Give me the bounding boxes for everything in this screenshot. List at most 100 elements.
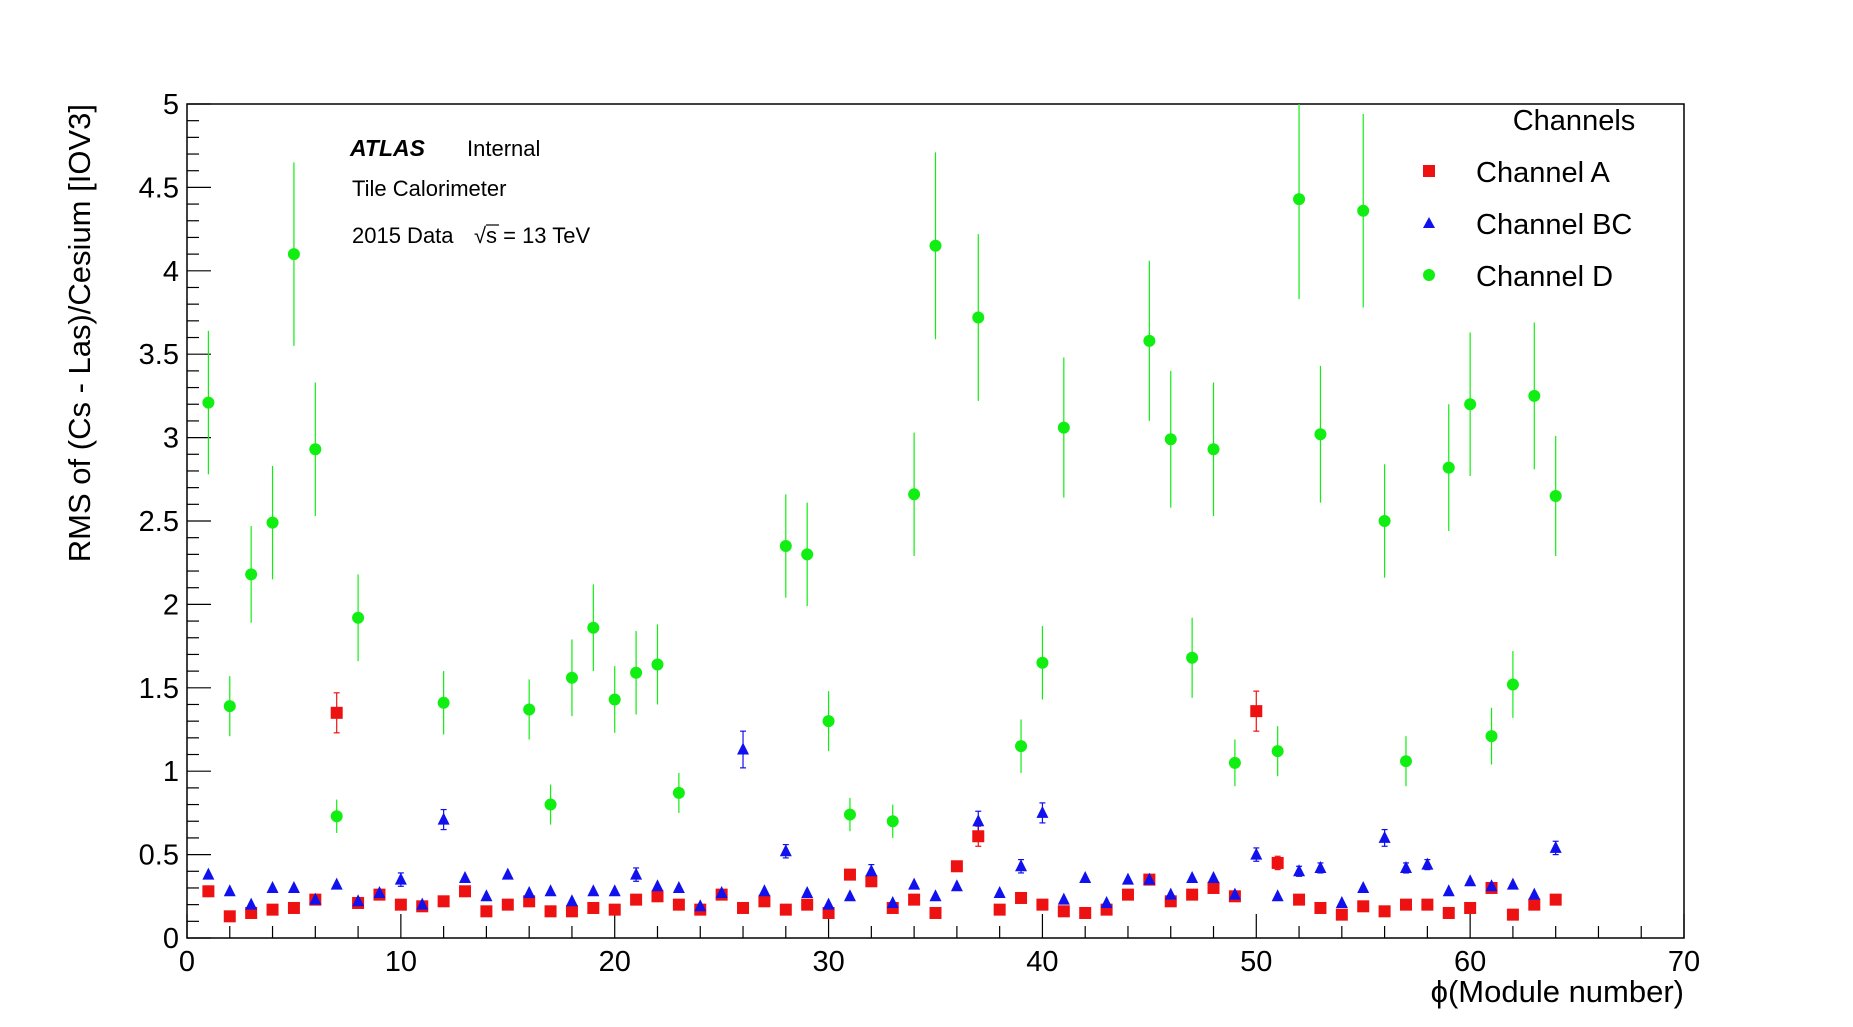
y-tick-label: 1.5: [139, 673, 179, 705]
data-point-channel-bc: [501, 867, 514, 880]
data-point-channel-bc: [1228, 887, 1241, 900]
x-tick-label: 40: [1026, 946, 1058, 978]
data-point-channel-d: [587, 621, 600, 634]
data-point-channel-bc: [437, 812, 450, 825]
y-tick-label: 2: [163, 589, 179, 621]
data-point-channel-bc: [1250, 847, 1263, 860]
data-point-channel-bc: [1357, 880, 1370, 893]
data-point-channel-bc: [1549, 840, 1562, 853]
data-point-channel-d: [1485, 730, 1498, 743]
data-point-channel-d: [352, 611, 365, 624]
detector-label: Tile Calorimeter: [352, 176, 506, 201]
data-point-channel-bc: [1121, 872, 1134, 885]
data-point-channel-a: [1357, 900, 1370, 913]
x-tick-label: 20: [599, 946, 631, 978]
axis-ticks: [186, 103, 1685, 939]
data-point-channel-a: [672, 898, 685, 911]
data-point-channel-bc: [309, 892, 322, 905]
data-point-channel-bc: [972, 814, 985, 827]
data-point-channel-a: [1442, 906, 1455, 919]
data-point-channel-d: [287, 248, 300, 261]
data-point-channel-bc: [715, 885, 728, 898]
data-point-channel-d: [1207, 443, 1220, 456]
data-point-channel-d: [822, 715, 835, 728]
data-point-channel-bc: [908, 877, 921, 890]
data-point-channel-bc: [330, 877, 343, 890]
data-point-channel-a: [501, 898, 514, 911]
data-point-channel-bc: [1506, 877, 1519, 890]
data-point-channel-d: [1057, 421, 1070, 434]
data-point-channel-a: [1378, 905, 1391, 918]
data-point-channel-a: [758, 895, 771, 908]
y-tick-label: 2.5: [139, 506, 179, 538]
data-point-channel-d: [1528, 389, 1541, 402]
data-point-channel-a: [1421, 898, 1434, 911]
data-point-channel-bc: [737, 742, 750, 755]
data-point-channel-a: [1079, 906, 1092, 919]
data-point-channel-d: [1442, 461, 1455, 474]
data-point-channel-d: [1549, 489, 1562, 502]
data-point-channel-a: [245, 906, 258, 919]
axis-tick-labels: 0 10 20 30 40 50 60 70 0 0.5 1 1.5 2 2.5 3 3.5 4 4.5 5: [139, 89, 1700, 978]
data-point-channel-a: [1399, 898, 1412, 911]
data-point-channel-a: [223, 910, 236, 923]
data-point-channel-d: [1015, 740, 1028, 753]
data-point-channel-bc: [1143, 872, 1156, 885]
data-point-channel-d: [630, 666, 643, 679]
data-point-channel-bc: [1036, 805, 1049, 818]
data-point-channel-bc: [608, 884, 621, 897]
data-point-channel-d: [1228, 756, 1241, 769]
data-point-channel-bc: [480, 889, 493, 902]
data-point-channel-bc: [1271, 889, 1284, 902]
data-point-channel-a: [1528, 898, 1541, 911]
y-tick-label: 4.5: [139, 172, 179, 204]
data-markers: [202, 193, 1562, 923]
data-point-channel-bc: [202, 867, 215, 880]
data-point-channel-a: [1036, 898, 1049, 911]
atlas-label: ATLAS: [349, 135, 426, 161]
data-point-channel-a: [993, 903, 1006, 916]
data-point-channel-d: [266, 516, 279, 529]
data-point-channel-d: [1293, 193, 1306, 206]
data-point-channel-bc: [394, 872, 407, 885]
y-tick-label: 0.5: [139, 840, 179, 872]
data-point-channel-a: [630, 893, 643, 906]
data-point-channel-d: [608, 693, 621, 706]
data-point-channel-bc: [416, 897, 429, 910]
data-point-channel-bc: [929, 889, 942, 902]
data-point-channel-a: [330, 706, 343, 719]
y-tick-label: 5: [163, 89, 179, 121]
energy-label: s = 13 TeV: [486, 223, 590, 248]
legend-label-channel-d: Channel D: [1476, 261, 1613, 293]
data-point-channel-bc: [1079, 870, 1092, 883]
sqrt-symbol: √: [474, 223, 487, 248]
data-point-channel-a: [1506, 908, 1519, 921]
data-point-channel-bc: [1528, 887, 1541, 900]
data-point-channel-a: [1293, 893, 1306, 906]
data-point-channel-a: [972, 830, 985, 843]
x-tick-label: 0: [179, 946, 195, 978]
data-point-channel-bc: [630, 867, 643, 880]
data-point-channel-a: [202, 885, 215, 898]
data-point-channel-d: [1143, 334, 1156, 347]
data-point-channel-d: [1464, 398, 1477, 411]
data-point-channel-d: [245, 568, 258, 581]
data-point-channel-d: [1271, 745, 1284, 758]
data-point-channel-bc: [1186, 870, 1199, 883]
data-point-channel-bc: [950, 879, 963, 892]
data-point-channel-a: [1464, 901, 1477, 914]
data-point-channel-d: [908, 488, 921, 501]
data-point-channel-d: [1378, 515, 1391, 527]
legend-marker-channel-a: [1423, 165, 1435, 177]
data-point-channel-d: [972, 311, 985, 324]
data-point-channel-a: [1250, 705, 1263, 718]
data-point-channel-d: [886, 815, 899, 828]
data-point-channel-bc: [993, 885, 1006, 898]
data-point-channel-d: [1357, 204, 1370, 217]
data-point-channel-a: [865, 875, 878, 888]
data-point-channel-a: [1015, 891, 1028, 904]
data-point-channel-d: [1506, 678, 1519, 691]
data-point-channel-bc: [523, 885, 536, 898]
data-point-channel-d: [1164, 433, 1177, 446]
